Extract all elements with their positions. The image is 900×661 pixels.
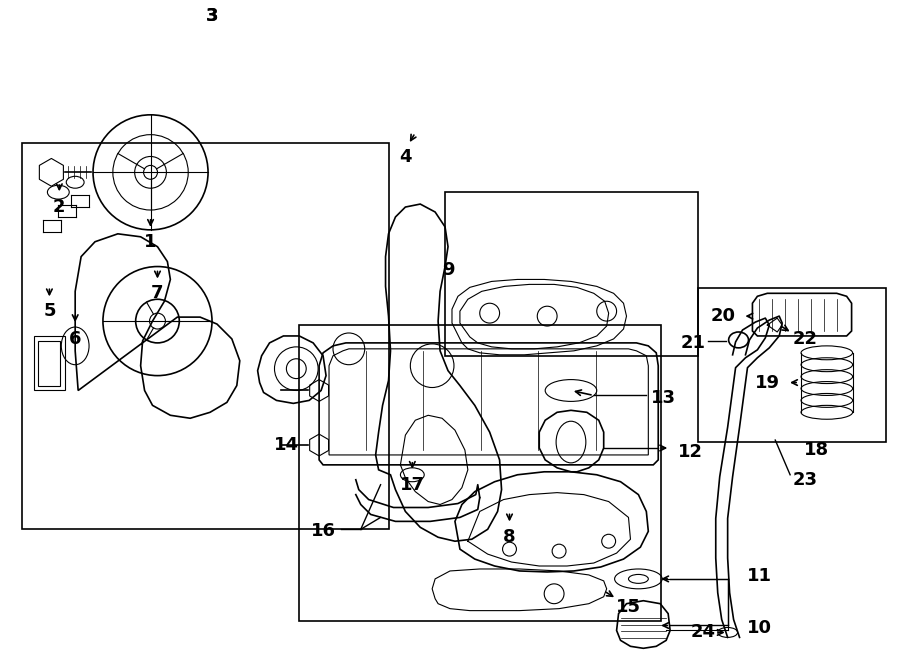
Text: 15: 15 [616, 598, 641, 615]
Text: 2: 2 [53, 198, 66, 216]
Text: 21: 21 [680, 334, 706, 352]
Text: 4: 4 [399, 149, 411, 167]
Bar [22, 143, 389, 529]
Text: 24: 24 [690, 623, 716, 641]
Text: 3: 3 [206, 7, 219, 24]
Bar [33, 336, 66, 391]
Text: 3: 3 [206, 7, 219, 24]
Text: 10: 10 [747, 619, 772, 637]
Bar [300, 325, 662, 621]
Text: 14: 14 [274, 436, 299, 454]
Text: 1: 1 [144, 233, 157, 251]
Text: 5: 5 [43, 302, 56, 320]
Bar [445, 192, 698, 356]
Text: 20: 20 [710, 307, 735, 325]
Text: 23: 23 [793, 471, 817, 488]
Text: 13: 13 [651, 389, 676, 407]
Text: 6: 6 [69, 330, 81, 348]
Text: 22: 22 [793, 330, 817, 348]
Text: 17: 17 [400, 476, 425, 494]
Text: 16: 16 [310, 522, 336, 540]
Text: 19: 19 [755, 373, 779, 391]
Text: 7: 7 [151, 284, 164, 302]
Bar [698, 288, 886, 442]
Text: 8: 8 [503, 528, 516, 546]
Text: 9: 9 [442, 260, 454, 278]
Text: 12: 12 [678, 443, 703, 461]
Text: 18: 18 [805, 441, 830, 459]
Bar [39, 341, 60, 385]
Text: 11: 11 [747, 567, 772, 585]
